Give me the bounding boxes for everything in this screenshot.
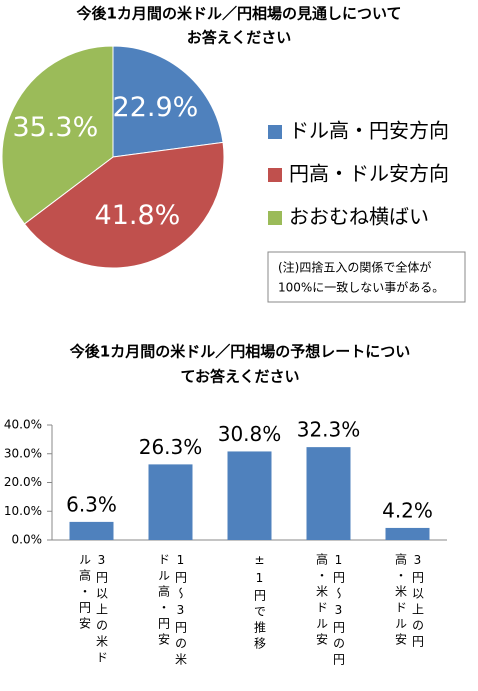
note: (注)四捨五入の関係で全体が [278, 260, 431, 275]
y-tick-label: 10.0% [4, 504, 42, 518]
data-label: 35.3% [12, 112, 98, 143]
bar [69, 521, 114, 540]
note: 100%に一致しない事がある。 [278, 280, 444, 295]
legend-label: 円高・ドル安方向 [289, 162, 449, 186]
x-tick-label: 3円以上の円高・米ドル安 [393, 553, 425, 651]
legend-label: おおむね横ばい [289, 205, 429, 229]
bar [306, 447, 351, 540]
legend-swatch [268, 168, 282, 182]
bar [385, 527, 430, 540]
bar [148, 464, 193, 540]
data-label: 41.8% [95, 200, 181, 231]
pie-slice [1, 45, 114, 225]
pie-slice [112, 45, 224, 158]
legend-swatch [268, 125, 282, 139]
data-label: 4.2% [382, 498, 433, 522]
chart-title: 今後1カ月間の米ドル／円相場の見通しについて [76, 5, 402, 23]
legend-swatch [268, 211, 282, 225]
x-tick-label: 3円以上の米ドル高・円安 [77, 553, 109, 667]
x-tick-label: 1円～3円の米ドル高・円安 [156, 553, 188, 669]
data-label: 32.3% [297, 418, 361, 442]
x-tick-label: ±1円で推移 [252, 553, 267, 653]
y-tick-label: 30.0% [4, 446, 42, 460]
y-tick-label: 20.0% [4, 475, 42, 489]
y-tick-label: 40.0% [4, 418, 42, 432]
chart-title: お答えください [187, 29, 292, 47]
chart-title: 今後1カ月間の米ドル／円相場の予想レートについ [69, 343, 410, 361]
legend-label: ドル高・円安方向 [289, 119, 449, 143]
x-tick-label: 1円～3円の円高・米ドル安 [314, 553, 346, 669]
data-label: 30.8% [218, 422, 282, 446]
note-box [267, 251, 466, 303]
chart-title: てお答えください [180, 368, 299, 386]
data-label: 26.3% [139, 435, 203, 459]
data-label: 6.3% [66, 492, 117, 516]
y-tick-label: 0.0% [12, 533, 43, 547]
data-label: 22.9% [113, 92, 199, 123]
pie-slice [23, 141, 225, 269]
bar [227, 451, 272, 540]
